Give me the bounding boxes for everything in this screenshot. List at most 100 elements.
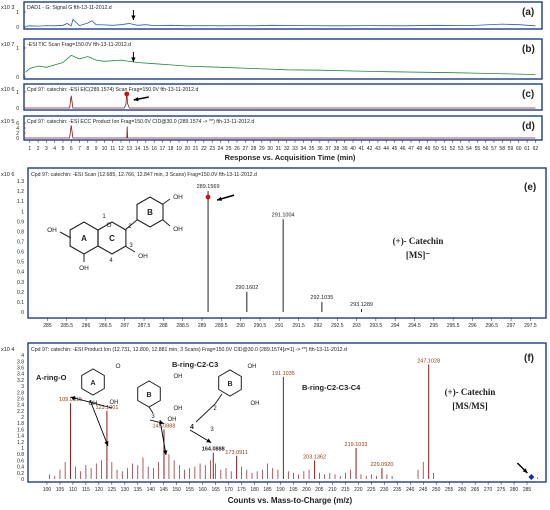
fragment-structures: A B B O OH OH OH OH OH OH OH 3 4 3 2 (81, 363, 260, 433)
x-tick-label: 56 (483, 146, 489, 152)
y-tick-label: 3.2 (17, 378, 24, 384)
x-tick-label: 59 (508, 146, 514, 152)
peak-label: 219.1033 (345, 442, 368, 448)
x-tick-label: 45 (392, 146, 398, 152)
y-tick-label: 4 (21, 353, 24, 359)
y-tick-label: 1 (16, 90, 19, 96)
x-tick-label: 16 (151, 146, 157, 152)
bond (195, 403, 216, 423)
panel-letter: (e) (524, 182, 536, 193)
x-tick-label: 21 (193, 146, 199, 152)
x-tick-label: 245 (419, 487, 428, 493)
fragment-atom-number: 3 (210, 427, 214, 433)
x-tick-label: 25 (226, 146, 232, 152)
x-tick-label: 31 (276, 146, 282, 152)
series-line (25, 93, 536, 109)
x-tick-label: 160 (198, 487, 207, 493)
ms-spectrum-panel: x10 6 Cpd 97: catechin: -ESI Scan (12.685… (1, 167, 547, 329)
panel-header: Cpd 97: catechin: -ESI EIC(289.1574) Sca… (27, 87, 198, 93)
fragment-oxygen: O (115, 363, 120, 370)
x-tick-label: 287 (121, 323, 130, 329)
x-tick-label: 20 (184, 146, 190, 152)
y-tick-label: 0.6 (17, 250, 24, 256)
fragment-ring-label: A (90, 380, 95, 387)
ring-b-shape (136, 196, 164, 228)
x-tick-label: 62 (533, 146, 539, 152)
y-tick-label: 0 (21, 477, 24, 483)
x-tick-label: 24 (218, 146, 224, 152)
peak-label: 292.1035 (310, 295, 333, 301)
x-tick-label: 165 (211, 487, 220, 493)
frag-arrow-b2-head (163, 450, 168, 455)
peak-label: 123.1001 (95, 405, 118, 411)
y-tick-label: 0 (16, 136, 19, 142)
fragment-annotation: B-ring-C2-C3 (172, 360, 218, 369)
frag-arrow-a2-head (104, 441, 109, 446)
x-tick-label: 38 (334, 146, 340, 152)
x-tick-label: 200 (302, 487, 311, 493)
fragment-hydroxyl: OH (248, 364, 257, 370)
x-tick-label: 34 (301, 146, 307, 152)
x-tick-label: 292.5 (331, 323, 344, 329)
peak-marker (124, 91, 130, 97)
x-tick-label: 286 (82, 323, 91, 329)
fragment-annotation: A-ring-O (36, 373, 67, 382)
x-tick-label: 295.5 (447, 323, 460, 329)
x-tick-label: 115 (82, 487, 90, 493)
x-tick-label: 120 (95, 487, 104, 493)
panel-letter: (d) (522, 121, 535, 132)
x-tick-label: 50 (433, 146, 439, 152)
x-tick-label: 58 (499, 146, 505, 152)
marker-arrow-a-head (131, 15, 136, 20)
x-tick-label: 285.5 (61, 323, 74, 329)
panel-header: Cpd 97: catechin: -ESI Product Ion (12.7… (31, 347, 347, 353)
panel-letter: (c) (522, 89, 534, 100)
x-tick-label: 37 (325, 146, 331, 152)
x-tick-label: 297.5 (524, 323, 537, 329)
ring-label: A (81, 234, 87, 243)
x-tick-label: 12 (118, 146, 124, 152)
catechin-structure: A C B 1 2 3 4 O OH OH OH OH OH (47, 194, 183, 272)
x-tick-label: 60 (516, 146, 522, 152)
x-tick-label: 291 (275, 323, 284, 329)
x-tick-label: 49 (425, 146, 431, 152)
fragment-ring-a (81, 368, 105, 396)
x-tick-label: 225 (367, 487, 376, 493)
x-tick-label: 55 (475, 146, 481, 152)
x-tick-label: 150 (173, 487, 182, 493)
x-tick-label: 47 (408, 146, 414, 152)
y-tick-label: 2 (16, 131, 19, 137)
y-tick-label: 0.1 (17, 300, 24, 306)
y-tick-label: 2 (21, 415, 24, 421)
fragment-hydroxyl: OH (174, 374, 183, 380)
x-tick-label: 292 (314, 323, 323, 329)
panel-frame (27, 342, 547, 483)
y-tick-label: 0.4 (17, 270, 24, 276)
fragment-atom-number: 2 (213, 406, 217, 412)
x-tick-label: 285 (523, 487, 532, 493)
x-tick-label: 230 (380, 487, 389, 493)
y-tick-label: 0.5 (17, 260, 24, 266)
compound-name: (+)- Catechin (393, 236, 444, 246)
x-tick-label: 289 (198, 323, 207, 329)
peak-arrow-e-head (217, 196, 222, 201)
x-tick-label: 289.5 (215, 323, 228, 329)
fragment-annotation: B-ring-C2-C3-C4 (302, 383, 361, 392)
y-tick-label: 0 (16, 75, 19, 81)
y-tick-label: 1 (16, 46, 19, 52)
fragment-ring-label: B (146, 392, 151, 399)
y-tick-label: 3 (21, 384, 24, 390)
x-tick-label: 195 (289, 487, 298, 493)
frag-arrow-a2-shaft (89, 399, 109, 447)
x-tick-label: 42 (367, 146, 373, 152)
hydroxyl-group: OH (79, 265, 89, 272)
x-tick-label: 22 (201, 146, 207, 152)
x-tick-label: 57 (491, 146, 497, 152)
frag-arrow-b2-shaft (159, 419, 167, 456)
fragment-hydroxyl: OH (251, 401, 260, 407)
y-tick-label: 2.2 (17, 409, 24, 415)
peak-label: 293.1289 (350, 302, 373, 308)
precursor-diamond (528, 474, 535, 480)
bond (124, 245, 136, 253)
hydroxyl-group: OH (47, 227, 57, 234)
